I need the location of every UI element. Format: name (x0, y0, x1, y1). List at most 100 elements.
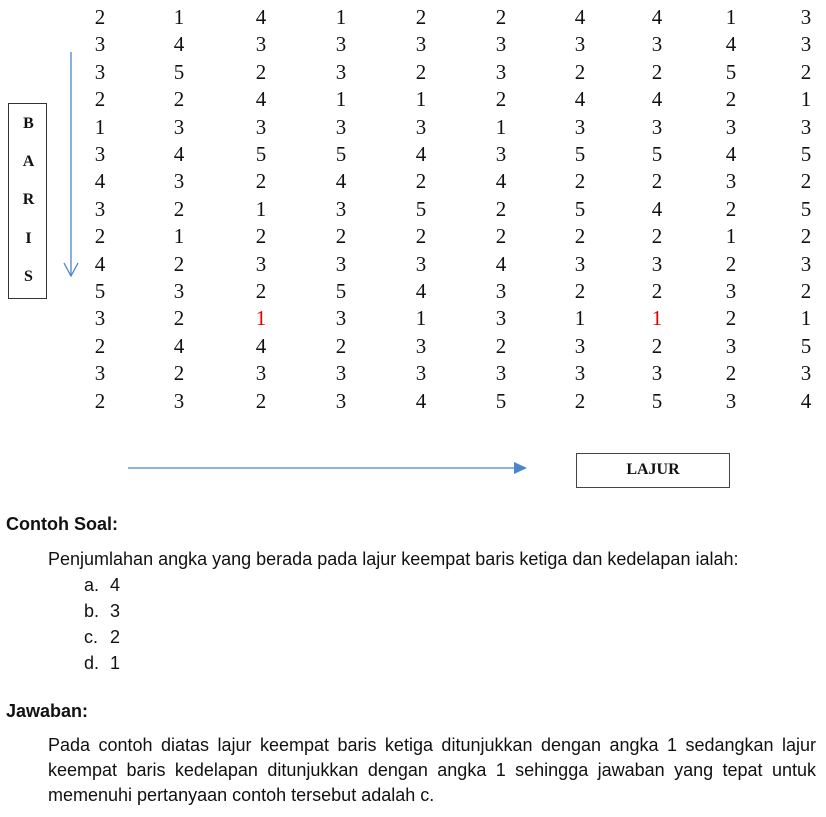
grid-cell: 4 (94, 251, 106, 276)
example-heading: Contoh Soal: (6, 514, 118, 534)
grid-cell: 2 (495, 224, 507, 249)
grid-cell: 2 (173, 361, 185, 386)
grid-cell: 3 (94, 59, 106, 84)
grid-cell: 1 (800, 306, 812, 331)
baris-letter: I (25, 230, 32, 247)
grid-cell: 2 (255, 59, 267, 84)
grid-cell: 3 (495, 32, 507, 57)
option-value: 3 (110, 601, 121, 621)
grid-cell: 1 (725, 5, 737, 29)
grid-cell: 3 (574, 361, 586, 386)
option-value: 2 (110, 627, 121, 647)
option-label: a. (84, 575, 100, 595)
grid-cell: 3 (335, 114, 347, 139)
grid-cell: 2 (495, 196, 507, 221)
grid-cell: 3 (255, 361, 267, 386)
grid-cell: 2 (651, 169, 663, 194)
grid-cell: 5 (800, 333, 812, 358)
lajur-label-box: LAJUR (576, 453, 730, 488)
grid-cell: 4 (173, 142, 185, 166)
grid-cell: 3 (800, 5, 812, 29)
grid-cell: 1 (800, 87, 812, 112)
grid-cell: 4 (415, 388, 427, 413)
grid-cell: 4 (651, 196, 663, 221)
grid-cell: 3 (335, 388, 347, 413)
grid-cell: 2 (651, 333, 663, 358)
grid-cell: 3 (335, 251, 347, 276)
grid-cell: 2 (415, 59, 427, 84)
grid-cell: 5 (495, 388, 507, 413)
grid-cell: 2 (255, 388, 267, 413)
grid-cell: 2 (800, 169, 812, 194)
grid-cell: 3 (725, 169, 737, 194)
grid-cell: 3 (94, 142, 106, 166)
grid-cell: 1 (94, 114, 106, 139)
grid-cell: 4 (574, 87, 586, 112)
baris-arrow (63, 52, 79, 278)
option-value: 1 (110, 653, 121, 673)
grid-cell: 1 (173, 224, 185, 249)
grid-cell: 3 (725, 388, 737, 413)
option-d: d. 1 (84, 652, 120, 674)
grid-cell: 3 (495, 279, 507, 303)
grid-cell: 5 (800, 142, 812, 166)
grid-cell: 3 (335, 32, 347, 57)
grid-cell: 4 (415, 279, 427, 303)
grid-cell: 3 (495, 142, 507, 166)
grid-cell: 4 (173, 32, 185, 57)
grid-cell: 2 (725, 196, 737, 221)
grid-cell: 3 (651, 32, 663, 57)
grid-cell: 2 (725, 306, 737, 331)
grid-cell: 3 (94, 32, 106, 57)
grid-cell: 2 (335, 333, 347, 358)
grid-cell: 2 (173, 251, 185, 276)
grid-cell: 2 (94, 5, 106, 29)
grid-cell: 5 (173, 59, 185, 84)
grid-cell: 3 (574, 32, 586, 57)
grid-cell: 5 (574, 142, 586, 166)
grid-cell: 3 (651, 251, 663, 276)
option-a: a. 4 (84, 574, 120, 596)
grid-cell: 2 (415, 5, 427, 29)
grid-cell: 3 (415, 361, 427, 386)
grid-cell: 2 (94, 333, 106, 358)
grid-cell: 5 (94, 279, 106, 303)
grid-cell: 2 (800, 279, 812, 303)
grid-cell: 5 (335, 279, 347, 303)
grid-cell: 2 (94, 388, 106, 413)
grid-cell: 2 (651, 59, 663, 84)
grid-cell: 4 (725, 32, 737, 57)
grid-cell: 5 (725, 59, 737, 84)
grid-cell: 5 (651, 142, 663, 166)
grid-cell: 3 (415, 251, 427, 276)
grid-cell: 4 (255, 87, 267, 112)
grid-cell: 2 (574, 279, 586, 303)
grid-cell: 2 (94, 224, 106, 249)
grid-cell: 1 (651, 306, 663, 331)
grid-cell: 5 (651, 388, 663, 413)
grid-cell: 2 (94, 87, 106, 112)
grid-cell: 2 (800, 224, 812, 249)
baris-letter: B (23, 115, 34, 132)
grid-cell: 3 (415, 333, 427, 358)
grid-cell: 4 (255, 5, 267, 29)
grid-cell: 3 (495, 59, 507, 84)
grid-cell: 2 (574, 224, 586, 249)
grid-cell: 3 (800, 32, 812, 57)
grid-cell: 2 (255, 224, 267, 249)
option-label: d. (84, 653, 100, 673)
grid-cell: 5 (800, 196, 812, 221)
grid-cell: 2 (725, 87, 737, 112)
grid-cell: 4 (335, 169, 347, 194)
grid-cell: 4 (495, 251, 507, 276)
grid-cell: 2 (725, 361, 737, 386)
grid-cell: 3 (335, 361, 347, 386)
grid-cell: 3 (415, 32, 427, 57)
grid-cell: 4 (651, 5, 663, 29)
answer-text: Pada contoh diatas lajur keempat baris k… (48, 735, 816, 805)
grid-cell: 3 (415, 114, 427, 139)
grid-cell: 2 (173, 87, 185, 112)
grid-cell: 4 (725, 142, 737, 166)
grid-cell: 3 (651, 114, 663, 139)
